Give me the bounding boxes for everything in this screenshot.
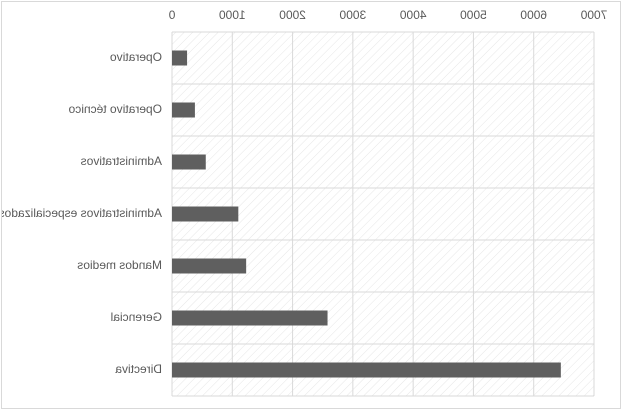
bar [172, 310, 328, 326]
bar [172, 154, 206, 170]
plot-area [172, 32, 594, 396]
x-tick-label: 7000 [580, 8, 607, 22]
category-label: Mandos medios [77, 258, 162, 272]
bar [172, 362, 561, 378]
bar [172, 50, 188, 66]
category-label: Directiva [115, 362, 162, 376]
bars [172, 50, 561, 378]
category-label: Operativo [110, 50, 162, 64]
x-tick-label: 5000 [460, 8, 487, 22]
x-tick-label: 2000 [279, 8, 306, 22]
bar [172, 102, 195, 118]
x-tick-label: 0 [168, 8, 175, 22]
category-labels: Operativo Operativo técnico Administrativo… [2, 50, 162, 376]
gridlines [171, 31, 595, 397]
x-tick-label: 1000 [219, 8, 246, 22]
category-label: Administrativos [81, 154, 162, 168]
bar [172, 258, 247, 274]
x-tick-label: 6000 [520, 8, 547, 22]
category-label: Gerencial [111, 310, 162, 324]
x-tick-label: 3000 [339, 8, 366, 22]
x-tick-labels: 0 1000 2000 3000 4000 5000 6000 7000 [168, 8, 607, 22]
x-tick-label: 4000 [399, 8, 426, 22]
bar [172, 206, 239, 222]
category-label: Administrativos especializados [2, 206, 162, 220]
category-label: Operativo técnico [68, 102, 162, 116]
